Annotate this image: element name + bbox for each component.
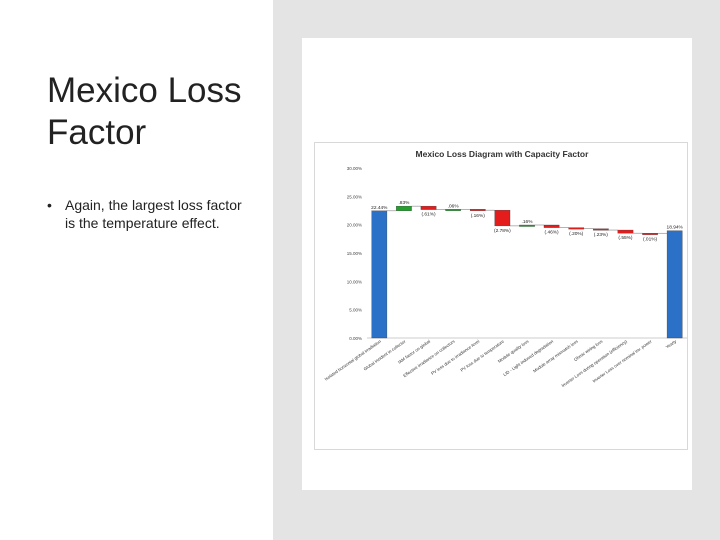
y-tick-label: 5.00% bbox=[349, 308, 362, 313]
waterfall-bar bbox=[543, 224, 560, 228]
data-label: .83% bbox=[398, 200, 410, 206]
data-label: (.46%) bbox=[545, 230, 560, 236]
y-tick-label: 20.00% bbox=[347, 223, 362, 228]
waterfall-bar bbox=[666, 230, 683, 339]
y-tick-label: 10.00% bbox=[347, 279, 362, 284]
waterfall-bar bbox=[469, 209, 486, 211]
waterfall-bar bbox=[420, 205, 437, 210]
waterfall-bar bbox=[617, 229, 634, 234]
data-label: (.55%) bbox=[618, 235, 633, 241]
data-label: .06% bbox=[448, 203, 460, 209]
bullet-text: Again, the largest loss factor is the te… bbox=[65, 197, 242, 231]
data-label: (.01%) bbox=[643, 237, 658, 243]
chart-image: Mexico Loss Diagram with Capacity Factor… bbox=[302, 38, 692, 490]
chart-title: Mexico Loss Diagram with Capacity Factor bbox=[416, 149, 590, 159]
bullet-list: • Again, the largest loss factor is the … bbox=[47, 196, 247, 232]
category-label: Yearly bbox=[665, 338, 678, 349]
slide-title-line-1: Mexico Loss bbox=[47, 71, 242, 110]
waterfall-bar bbox=[642, 233, 658, 235]
waterfall-bar bbox=[494, 210, 511, 227]
data-label: .16% bbox=[522, 219, 534, 225]
y-tick-label: 0.00% bbox=[349, 336, 362, 341]
slide-title-line-2: Factor bbox=[47, 113, 147, 152]
data-label: 18.94% bbox=[667, 225, 684, 231]
data-label: (.61%) bbox=[421, 212, 436, 218]
waterfall-bar bbox=[445, 209, 461, 211]
slide-title: Mexico Loss Factor bbox=[47, 70, 267, 154]
data-label: (.20%) bbox=[569, 231, 584, 237]
chart-frame bbox=[314, 142, 688, 450]
data-label: (.16%) bbox=[471, 213, 486, 219]
data-label: (2.78%) bbox=[494, 228, 511, 234]
waterfall-bar bbox=[371, 210, 388, 339]
bullet-symbol: • bbox=[47, 197, 52, 213]
y-tick-label: 25.00% bbox=[347, 194, 362, 199]
data-label: 22.44% bbox=[371, 205, 388, 211]
waterfall-bar bbox=[593, 228, 609, 231]
waterfall-chart: Mexico Loss Diagram with Capacity Factor… bbox=[314, 142, 688, 450]
data-label: (.23%) bbox=[594, 232, 609, 238]
bullet-item: • Again, the largest loss factor is the … bbox=[47, 196, 247, 232]
y-tick-label: 15.00% bbox=[347, 251, 362, 256]
waterfall-bar bbox=[519, 224, 535, 227]
slide-text-pane: Mexico Loss Factor • Again, the largest … bbox=[0, 0, 273, 540]
waterfall-bar bbox=[396, 205, 412, 211]
waterfall-bar bbox=[568, 227, 585, 230]
y-tick-label: 30.00% bbox=[347, 166, 362, 171]
